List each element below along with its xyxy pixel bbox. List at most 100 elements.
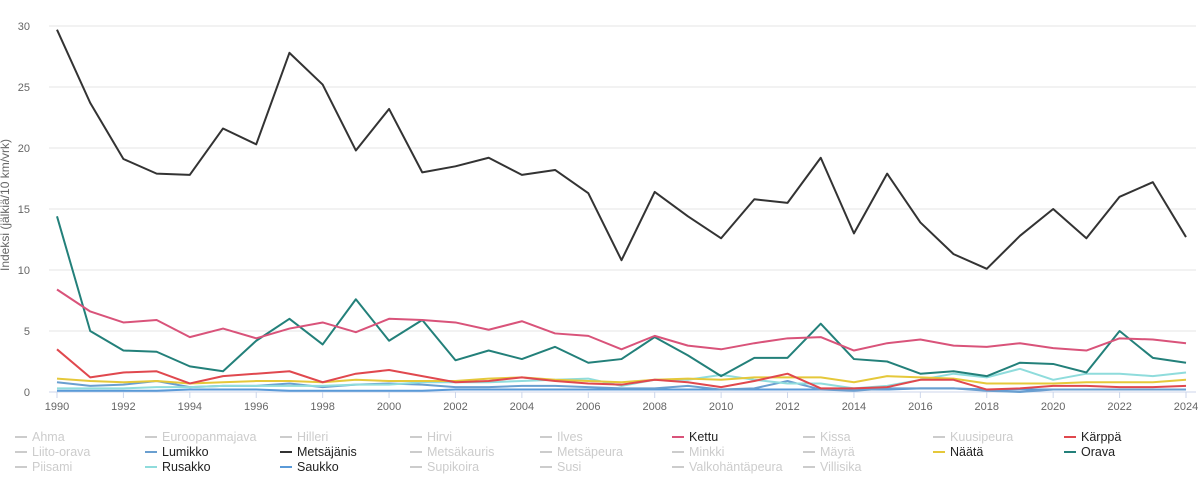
legend-label: Kuusipeura: [950, 430, 1014, 444]
legend-item[interactable]: Saukko: [280, 460, 339, 474]
y-tick-label: 20: [18, 143, 30, 155]
legend-swatch-icon: [672, 436, 684, 438]
legend-label: Metsäpeura: [557, 445, 624, 459]
legend-swatch-icon: [1064, 436, 1076, 438]
y-tick-label: 25: [18, 82, 30, 94]
legend-swatch-icon: [145, 451, 157, 453]
legend-swatch-icon: [1064, 451, 1076, 453]
legend-item[interactable]: Kettu: [672, 430, 718, 444]
legend-item[interactable]: Metsäjänis: [280, 445, 357, 459]
legend-swatch-icon: [672, 451, 684, 453]
legend-item[interactable]: Kärppä: [1064, 430, 1121, 444]
legend-swatch-icon: [933, 451, 945, 453]
legend-label: Hilleri: [297, 430, 329, 444]
x-tick-label: 2008: [642, 401, 666, 413]
legend-label: Lumikko: [162, 445, 209, 459]
legend-swatch-icon: [803, 451, 815, 453]
legend-item[interactable]: Näätä: [933, 445, 983, 459]
y-tick-label: 0: [24, 387, 30, 399]
legend-swatch-icon: [540, 466, 552, 468]
legend-label: Ilves: [557, 430, 583, 444]
x-tick-label: 2024: [1174, 401, 1198, 413]
x-tick-label: 1998: [310, 401, 334, 413]
legend-swatch-icon: [672, 466, 684, 468]
series-line-metsäjänis[interactable]: [56, 29, 1187, 270]
legend-swatch-icon: [15, 436, 27, 438]
legend-swatch-icon: [803, 466, 815, 468]
legend-label: Kissa: [820, 430, 851, 444]
legend-item[interactable]: Ahma: [15, 430, 65, 444]
legend-item[interactable]: Rusakko: [145, 460, 211, 474]
x-tick-label: 2014: [842, 401, 866, 413]
legend-swatch-icon: [410, 436, 422, 438]
y-axis-label: Indeksi (jälkiä/10 km/vrk): [0, 139, 12, 271]
legend-swatch-icon: [933, 436, 945, 438]
legend-label: Piisami: [32, 460, 73, 474]
legend-item[interactable]: Minkki: [672, 445, 724, 459]
legend-item[interactable]: Metsäkauris: [410, 445, 494, 459]
legend-item[interactable]: Ilves: [540, 430, 583, 444]
legend-label: Hirvi: [427, 430, 452, 444]
x-tick-label: 2020: [1041, 401, 1065, 413]
legend-swatch-icon: [145, 466, 157, 468]
legend-label: Euroopanmajava: [162, 430, 257, 444]
x-tick-label: 2006: [576, 401, 600, 413]
x-tick-label: 2012: [775, 401, 799, 413]
legend-swatch-icon: [280, 451, 292, 453]
line-chart: 0 5 10 15 20 25 30 1990 1992 1994 1996 1998 2000 2002…: [0, 21, 1198, 413]
legend-item[interactable]: Susi: [540, 460, 581, 474]
x-tick-label: 2022: [1107, 401, 1131, 413]
legend-item[interactable]: Hirvi: [410, 430, 452, 444]
legend-item[interactable]: Metsäpeura: [540, 445, 623, 459]
x-tick-label: 1990: [45, 401, 69, 413]
legend-item[interactable]: Kuusipeura: [933, 430, 1013, 444]
legend-label: Näätä: [950, 445, 984, 459]
legend-label: Ahma: [32, 430, 65, 444]
x-tick-label: 2018: [975, 401, 999, 413]
legend-item[interactable]: Villisika: [803, 460, 861, 474]
legend-swatch-icon: [540, 451, 552, 453]
legend-swatch-icon: [15, 451, 27, 453]
legend-item[interactable]: Supikoira: [410, 460, 479, 474]
legend-item[interactable]: Piisami: [15, 460, 72, 474]
legend-swatch-icon: [410, 451, 422, 453]
series-line-kettu[interactable]: [56, 288, 1187, 352]
legend-item[interactable]: Hilleri: [280, 430, 328, 444]
legend-item[interactable]: Liito-orava: [15, 445, 90, 459]
legend-item[interactable]: Valkohäntäpeura: [672, 460, 783, 474]
x-tick-label: 2000: [377, 401, 401, 413]
legend-item[interactable]: Lumikko: [145, 445, 209, 459]
y-tick-label: 10: [18, 265, 30, 277]
y-tick-label: 30: [18, 21, 30, 33]
series-line-näätä[interactable]: [56, 375, 1187, 385]
legend-swatch-icon: [803, 436, 815, 438]
legend-label: Saukko: [297, 460, 339, 474]
legend-swatch-icon: [410, 466, 422, 468]
legend-item[interactable]: Euroopanmajava: [145, 430, 257, 444]
x-tick-label: 1994: [178, 401, 202, 413]
legend-item[interactable]: Mäyrä: [803, 445, 855, 459]
legend-item[interactable]: Orava: [1064, 445, 1115, 459]
legend-label: Minkki: [689, 445, 725, 459]
legend-label: Kärppä: [1081, 430, 1122, 444]
x-tick-label: 2004: [510, 401, 534, 413]
y-tick-label: 15: [18, 204, 30, 216]
legend-item[interactable]: Kissa: [803, 430, 851, 444]
legend-label: Metsäjänis: [297, 445, 357, 459]
legend-label: Rusakko: [162, 460, 211, 474]
legend-label: Mäyrä: [820, 445, 855, 459]
legend-label: Supikoira: [427, 460, 480, 474]
x-tick-label: 1992: [111, 401, 135, 413]
legend-swatch-icon: [15, 466, 27, 468]
legend-label: Orava: [1081, 445, 1116, 459]
legend-swatch-icon: [145, 436, 157, 438]
legend-swatch-icon: [280, 466, 292, 468]
x-tick-label: 2010: [709, 401, 733, 413]
legend-label: Kettu: [689, 430, 719, 444]
legend-label: Susi: [557, 460, 582, 474]
legend-label: Liito-orava: [32, 445, 91, 459]
x-tick-label: 1996: [244, 401, 268, 413]
legend-swatch-icon: [280, 436, 292, 438]
y-tick-label: 5: [24, 326, 30, 338]
